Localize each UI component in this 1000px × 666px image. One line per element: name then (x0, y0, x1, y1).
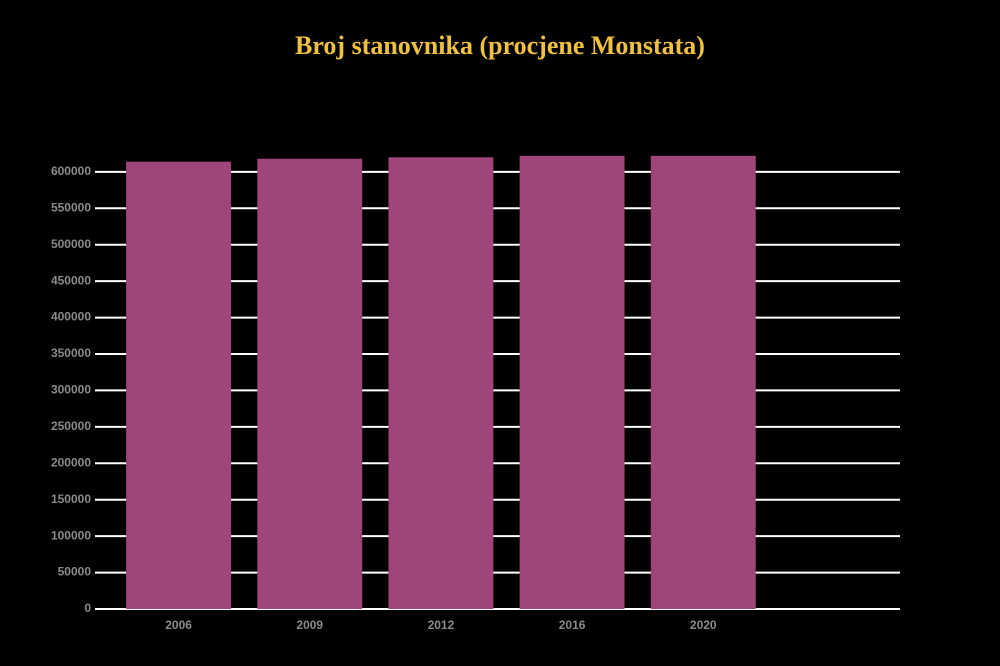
y-tick-label: 200000 (51, 455, 91, 469)
x-tick-label: 2016 (559, 618, 586, 632)
y-tick-label: 150000 (51, 492, 91, 506)
x-tick-label: 2009 (296, 618, 323, 632)
y-tick-label: 500000 (51, 237, 91, 251)
y-tick-label: 400000 (51, 310, 91, 324)
y-tick-label: 50000 (58, 565, 92, 579)
bar (519, 155, 625, 610)
y-tick-label: 0 (84, 601, 91, 615)
bar (650, 155, 756, 610)
chart-title: Broj stanovnika (procjene Monstata) (295, 31, 705, 60)
y-tick-label: 350000 (51, 346, 91, 360)
y-tick-label: 300000 (51, 383, 91, 397)
y-tick-label: 100000 (51, 528, 91, 542)
y-tick-label: 550000 (51, 200, 91, 214)
x-tick-label: 2006 (165, 618, 192, 632)
y-tick-label: 450000 (51, 273, 91, 287)
bar (257, 158, 363, 609)
y-tick-label: 250000 (51, 419, 91, 433)
bar (388, 157, 494, 610)
x-tick-label: 2020 (690, 618, 717, 632)
x-tick-label: 2012 (428, 618, 455, 632)
y-tick-label: 600000 (51, 164, 91, 178)
bar (126, 161, 232, 609)
